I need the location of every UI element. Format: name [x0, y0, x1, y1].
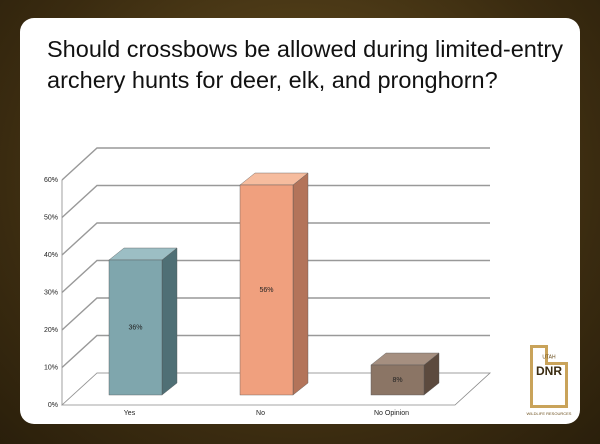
bar — [370, 352, 440, 396]
grid-line — [61, 297, 490, 331]
logo-bottom: WILDLIFE RESOURCES — [527, 411, 572, 416]
y-tick-label: 0% — [48, 402, 58, 409]
y-tick-label: 20% — [44, 327, 58, 334]
value-label: 8% — [392, 377, 402, 384]
grid-line — [61, 184, 490, 219]
grid-line — [61, 222, 490, 256]
x-tick-label: No Opinion — [374, 410, 409, 417]
bar-side — [292, 172, 309, 396]
x-tick-label: Yes — [124, 410, 136, 417]
x-tick-label: No — [256, 410, 265, 417]
logo-top: UTAH — [542, 354, 556, 360]
bar-side — [161, 247, 178, 396]
logo-inner — [533, 348, 565, 405]
slide-title: Should crossbows be allowed during limit… — [47, 36, 563, 93]
y-tick-label: 30% — [44, 289, 58, 296]
bar — [108, 247, 178, 396]
bar-front — [108, 259, 163, 396]
y-tick-label: 50% — [44, 214, 58, 221]
bar — [239, 172, 309, 396]
grid-line — [61, 334, 490, 369]
y-tick-label: 10% — [44, 364, 58, 371]
logo: UTAH DNR WILDLIFE RESOURCES — [527, 345, 572, 416]
bar-front — [370, 364, 425, 396]
grid-line — [61, 259, 490, 294]
y-tick-label: 40% — [44, 252, 58, 259]
y-tick-label: 60% — [44, 177, 58, 184]
value-label: 36% — [128, 324, 142, 331]
bar-front — [239, 184, 294, 396]
logo-main: DNR — [536, 364, 562, 378]
value-label: 56% — [259, 287, 273, 294]
grid-line — [61, 372, 490, 406]
grid-line — [61, 147, 490, 181]
